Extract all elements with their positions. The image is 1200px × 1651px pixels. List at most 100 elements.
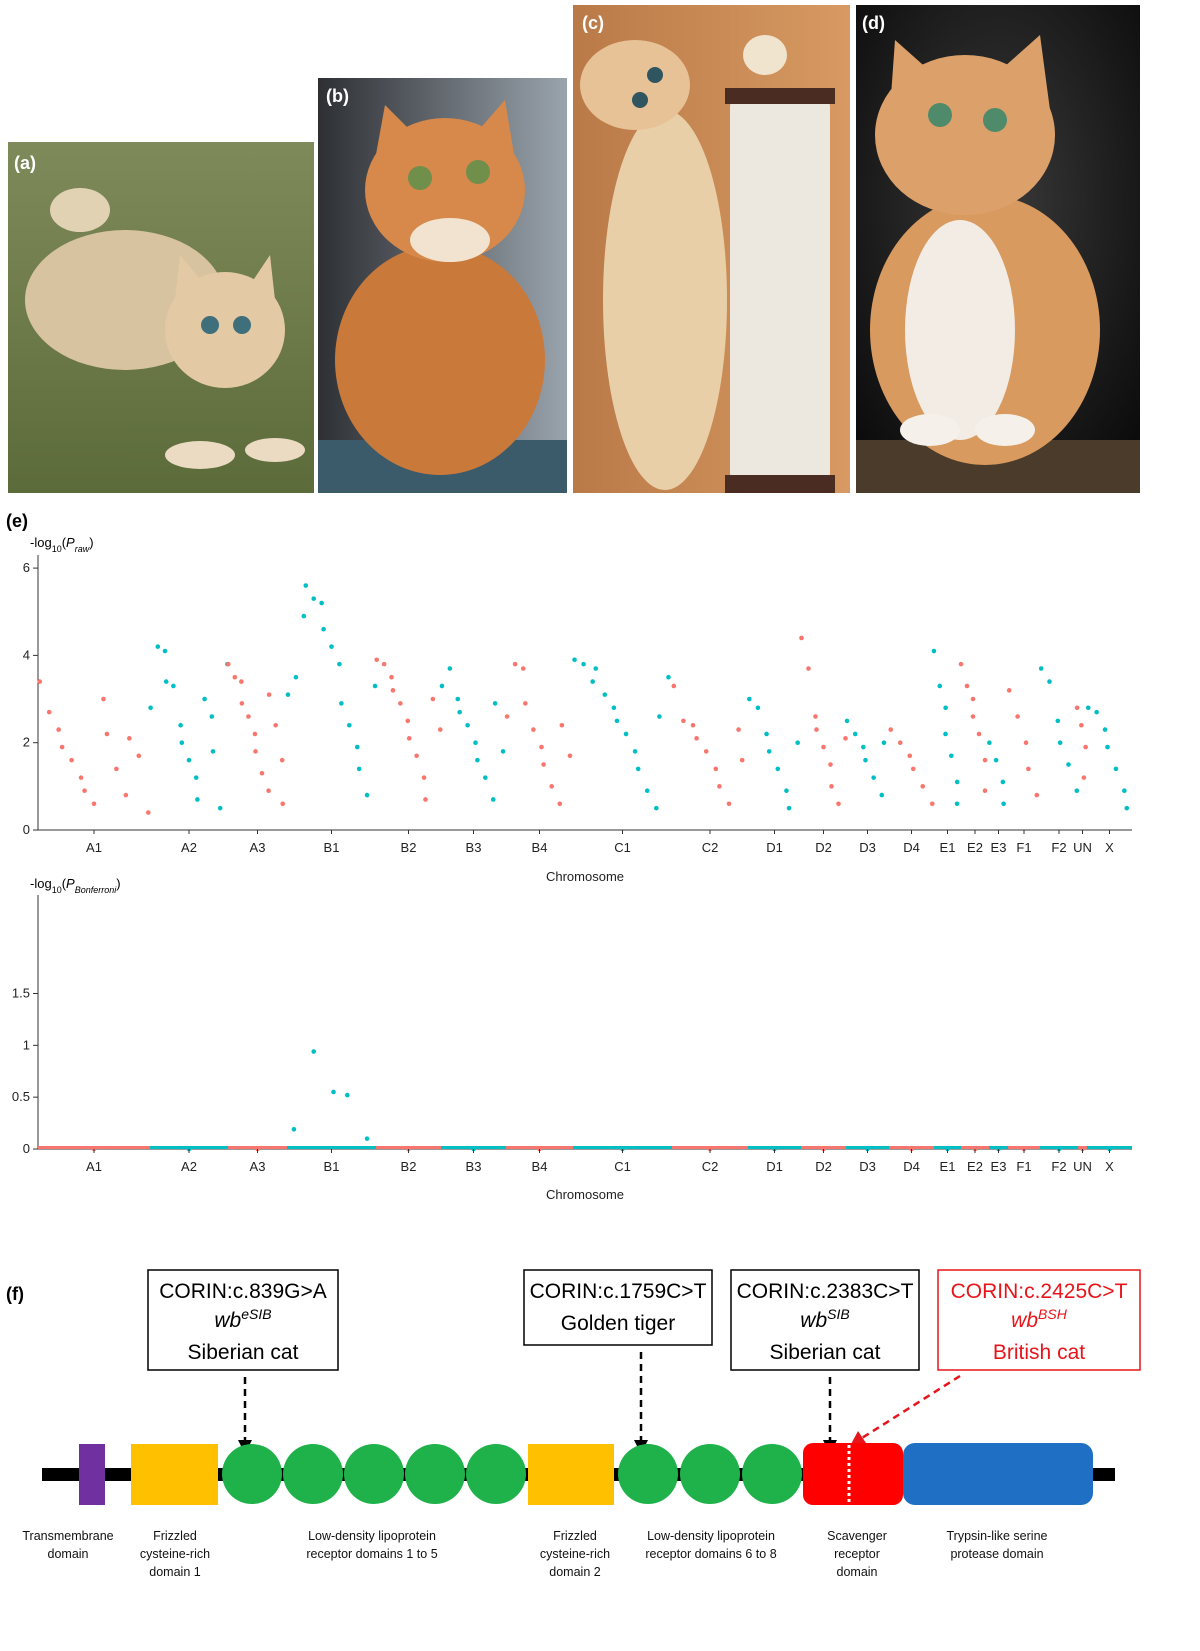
transmembrane-domain [79,1444,105,1505]
point [239,679,244,684]
domain-label: domain [837,1565,878,1579]
allele-base: wb [800,1309,827,1332]
x-axis-label: Chromosome [546,1187,624,1202]
photo-c: (c) [573,5,850,493]
point [1075,788,1080,793]
panel-label: (c) [582,13,604,33]
variant-name: CORIN:c.1759C>T [530,1280,707,1303]
point [267,692,272,697]
frizzled-domain [131,1444,218,1505]
domain-label: receptor domains 1 to 5 [306,1547,437,1561]
point [347,723,352,728]
x-tick-label: D3 [859,1159,876,1174]
point [983,788,988,793]
y-tick-label: 0 [23,1141,30,1156]
domain-label: protease domain [950,1547,1043,1561]
point [294,675,299,680]
point [717,784,722,789]
x-tick-label: C2 [702,1159,719,1174]
manhattan-bonferroni: -log10(PBonferroni)00.511.5A1A2A3B1B2B3B… [12,876,1132,1202]
point [593,666,598,671]
point [253,732,258,737]
point [821,745,826,750]
point [210,714,215,719]
x-tick-label: D1 [766,840,783,855]
point [124,793,129,798]
point [932,649,937,654]
panel-label: (a) [14,153,36,173]
point [657,714,662,719]
point [836,802,841,807]
point [101,697,106,702]
point [704,749,709,754]
point [911,767,916,772]
point [423,797,428,802]
point [539,745,544,750]
y-axis-label-part: P [66,535,75,550]
point [253,749,258,754]
point [422,775,427,780]
point [541,762,546,767]
domain-label: cysteine-rich [140,1547,210,1561]
point [764,732,769,737]
x-tick-label: F1 [1016,1159,1031,1174]
point [405,719,410,724]
x-tick-label: A3 [250,1159,266,1174]
point [1026,767,1031,772]
point [795,740,800,745]
point [475,758,480,763]
point [666,675,671,680]
point [829,784,834,789]
point [949,753,954,758]
point [82,788,87,793]
point [373,684,378,689]
x-tick-label: A1 [86,840,102,855]
x-tick-label: E2 [967,840,983,855]
domain-label: domain 1 [149,1565,200,1579]
point [843,736,848,741]
point [164,679,169,684]
point [365,793,370,798]
point [1001,780,1006,785]
point [1105,745,1110,750]
x-tick-label: F2 [1051,1159,1066,1174]
y-axis-label-part: -log [30,535,52,550]
domain-label: Low-density lipoprotein [647,1529,775,1543]
point [69,758,74,763]
point [987,740,992,745]
panel-label: (e) [6,511,28,531]
point [740,758,745,763]
point [943,732,948,737]
domain-label: Trypsin-like serine [947,1529,1048,1543]
point [137,753,142,758]
point [581,662,586,667]
point [888,727,893,732]
point [813,714,818,719]
ldl-domain [680,1444,740,1504]
point [491,797,496,802]
point [691,723,696,728]
point [331,1090,336,1095]
point [218,806,223,811]
point [127,736,132,741]
variant-name: CORIN:c.839G>A [159,1280,326,1303]
point [784,788,789,793]
y-axis-label-part: -log [30,876,52,891]
point [521,666,526,671]
point [1079,723,1084,728]
point [505,714,510,719]
frizzled-domain [528,1444,614,1505]
x-tick-label: B3 [466,1159,482,1174]
point [937,684,942,689]
point [233,675,238,680]
y-tick-label: 2 [23,735,30,750]
x-tick-label: C1 [614,840,631,855]
scavenger-domain [803,1443,903,1505]
point [148,705,153,710]
domain-label: cysteine-rich [540,1547,610,1561]
point [195,797,200,802]
breed: Siberian cat [770,1341,881,1364]
point [171,684,176,689]
x-tick-label: D3 [859,840,876,855]
point [806,666,811,671]
